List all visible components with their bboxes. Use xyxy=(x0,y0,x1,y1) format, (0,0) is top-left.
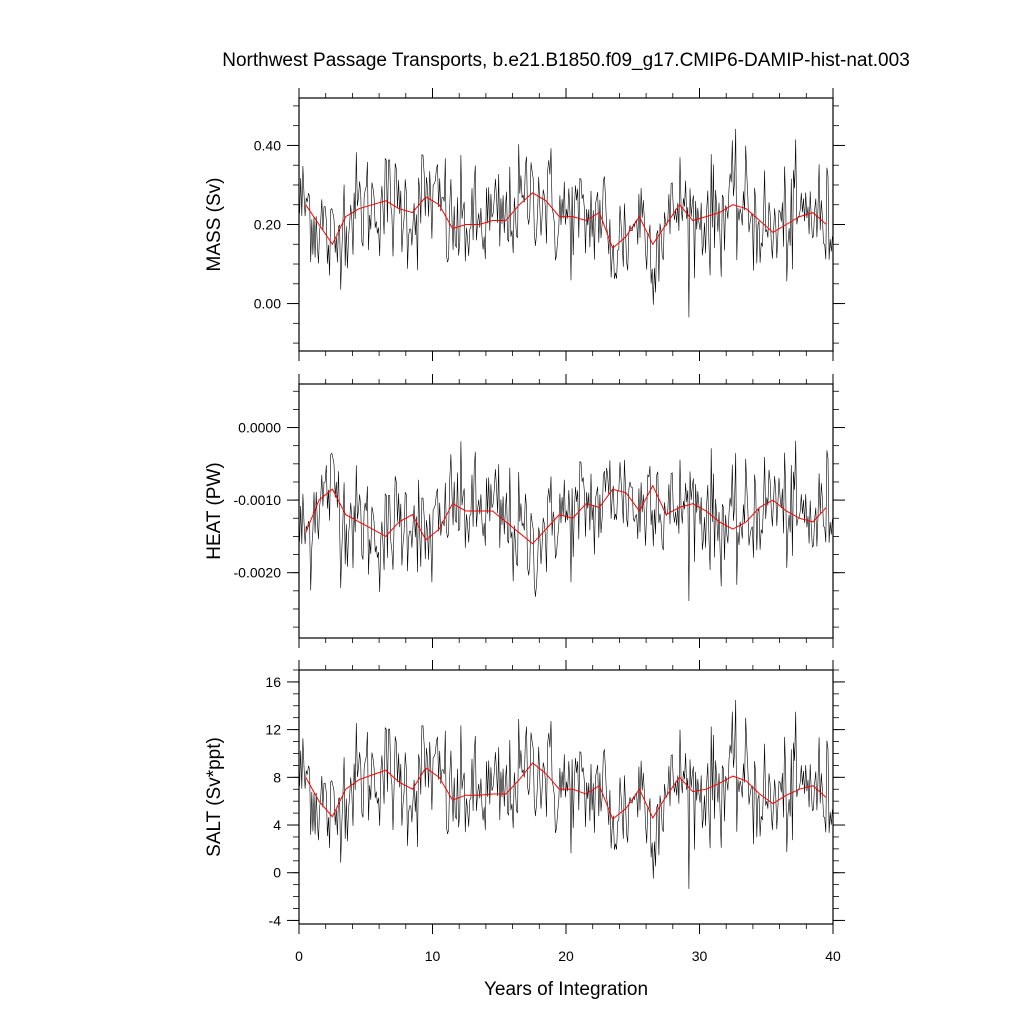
y-tick-label: -4 xyxy=(269,912,282,928)
y-tick-label: 0.00 xyxy=(254,296,281,312)
monthly-series-line xyxy=(299,128,833,318)
monthly-series-line xyxy=(299,440,833,602)
panel-heat: -0.0020 -0.0010 0.0000 HEAT (PW) xyxy=(204,374,845,648)
panel-salt: -4 0 4 8 12 16 SALT (Sv*ppt) 0 10 20 30 40 xyxy=(204,660,845,964)
y-axis-label: MASS (Sv) xyxy=(204,178,225,272)
y-tick-label: 16 xyxy=(265,674,281,690)
y-axis-label: SALT (Sv*ppt) xyxy=(204,737,225,857)
y-tick-label: 8 xyxy=(273,769,281,785)
panels: 0.00 0.20 0.40 MASS (Sv) -0.0020 -0.0010 0.000… xyxy=(204,88,845,964)
plot-frame xyxy=(298,669,834,925)
annual-series-line xyxy=(305,484,827,545)
plot-frame xyxy=(298,97,834,352)
y-tick-label: -0.0010 xyxy=(234,492,282,508)
x-tick-label: 0 xyxy=(295,948,303,964)
plot-frame xyxy=(298,383,834,639)
y-tick-label: 12 xyxy=(265,722,281,738)
chart-title: Northwest Passage Transports, b.e21.B185… xyxy=(222,50,910,71)
y-axis-label: HEAT (PW) xyxy=(204,462,225,559)
x-tick-label: 10 xyxy=(425,948,441,964)
y-tick-label: -0.0020 xyxy=(234,565,282,581)
y-tick-label: 0 xyxy=(273,865,281,881)
x-tick-label: 40 xyxy=(825,948,841,964)
x-tick-label: 20 xyxy=(558,948,574,964)
y-tick-label: 0.0000 xyxy=(238,420,281,436)
y-tick-label: 0.40 xyxy=(254,137,281,153)
y-tick-label: 4 xyxy=(273,817,281,833)
monthly-series-line xyxy=(299,699,833,889)
panel-mass: 0.00 0.20 0.40 MASS (Sv) xyxy=(204,88,845,361)
x-axis-label: Years of Integration xyxy=(484,979,648,1000)
x-tick-label: 30 xyxy=(692,948,708,964)
annual-series-line xyxy=(305,762,827,820)
y-tick-label: 0.20 xyxy=(254,217,281,233)
annual-series-line xyxy=(305,192,827,250)
